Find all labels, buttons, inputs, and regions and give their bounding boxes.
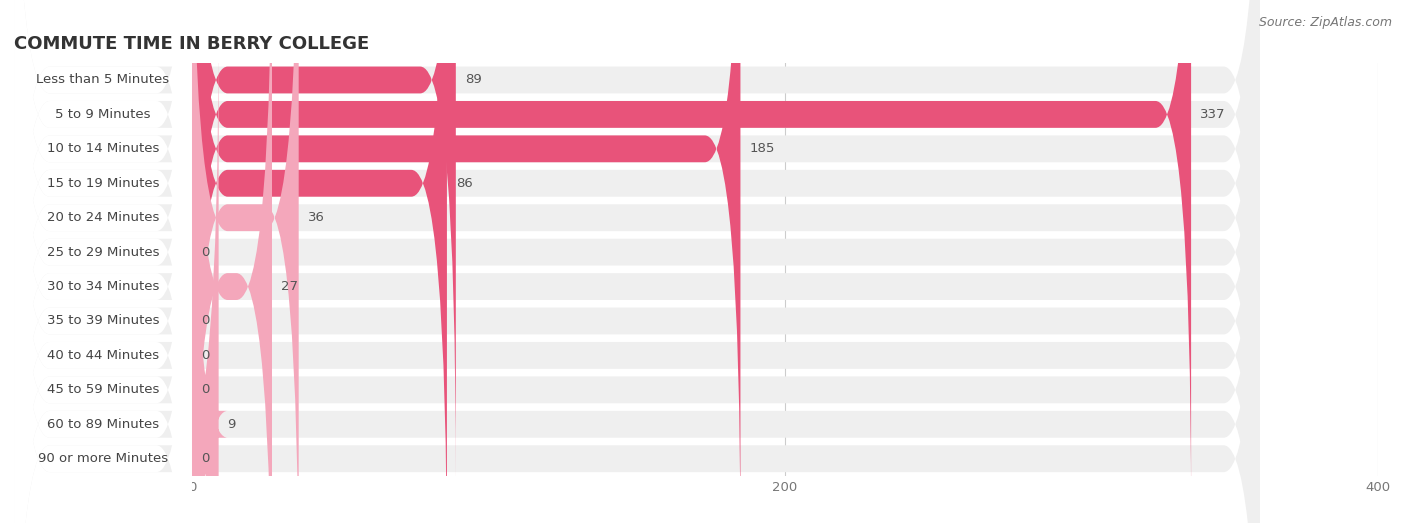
FancyBboxPatch shape xyxy=(14,0,193,523)
FancyBboxPatch shape xyxy=(193,0,741,523)
Text: 25 to 29 Minutes: 25 to 29 Minutes xyxy=(46,246,159,259)
Text: 0: 0 xyxy=(201,452,209,465)
FancyBboxPatch shape xyxy=(14,59,1260,523)
FancyBboxPatch shape xyxy=(14,0,1260,523)
Text: 10 to 14 Minutes: 10 to 14 Minutes xyxy=(46,142,159,155)
FancyBboxPatch shape xyxy=(14,0,1260,523)
FancyBboxPatch shape xyxy=(14,59,193,523)
FancyBboxPatch shape xyxy=(14,0,193,523)
Text: 30 to 34 Minutes: 30 to 34 Minutes xyxy=(46,280,159,293)
Text: 90 or more Minutes: 90 or more Minutes xyxy=(38,452,169,465)
Text: 89: 89 xyxy=(465,73,481,86)
FancyBboxPatch shape xyxy=(14,0,1260,523)
FancyBboxPatch shape xyxy=(14,0,193,523)
Text: 60 to 89 Minutes: 60 to 89 Minutes xyxy=(46,418,159,431)
Text: 0: 0 xyxy=(201,349,209,362)
Text: COMMUTE TIME IN BERRY COLLEGE: COMMUTE TIME IN BERRY COLLEGE xyxy=(14,35,370,53)
Text: 0: 0 xyxy=(201,246,209,259)
Text: 36: 36 xyxy=(308,211,325,224)
FancyBboxPatch shape xyxy=(14,25,193,523)
FancyBboxPatch shape xyxy=(14,25,1260,523)
FancyBboxPatch shape xyxy=(193,0,1191,514)
FancyBboxPatch shape xyxy=(14,0,193,523)
FancyBboxPatch shape xyxy=(193,0,298,523)
Text: Source: ZipAtlas.com: Source: ZipAtlas.com xyxy=(1258,16,1392,29)
FancyBboxPatch shape xyxy=(14,0,193,523)
FancyBboxPatch shape xyxy=(14,0,193,523)
Text: 15 to 19 Minutes: 15 to 19 Minutes xyxy=(46,177,159,190)
Text: 9: 9 xyxy=(228,418,236,431)
Text: 45 to 59 Minutes: 45 to 59 Minutes xyxy=(46,383,159,396)
FancyBboxPatch shape xyxy=(14,0,193,514)
FancyBboxPatch shape xyxy=(14,0,1260,523)
Text: 27: 27 xyxy=(281,280,298,293)
Text: 185: 185 xyxy=(749,142,775,155)
FancyBboxPatch shape xyxy=(14,0,1260,523)
FancyBboxPatch shape xyxy=(193,0,447,523)
Text: 86: 86 xyxy=(456,177,472,190)
Text: 35 to 39 Minutes: 35 to 39 Minutes xyxy=(46,314,159,327)
FancyBboxPatch shape xyxy=(193,0,271,523)
FancyBboxPatch shape xyxy=(14,0,193,523)
Text: Less than 5 Minutes: Less than 5 Minutes xyxy=(37,73,170,86)
FancyBboxPatch shape xyxy=(14,0,193,480)
FancyBboxPatch shape xyxy=(183,25,228,523)
Text: 40 to 44 Minutes: 40 to 44 Minutes xyxy=(46,349,159,362)
FancyBboxPatch shape xyxy=(193,0,456,480)
Text: 5 to 9 Minutes: 5 to 9 Minutes xyxy=(55,108,150,121)
FancyBboxPatch shape xyxy=(14,0,1260,514)
FancyBboxPatch shape xyxy=(14,0,1260,523)
FancyBboxPatch shape xyxy=(14,0,1260,523)
FancyBboxPatch shape xyxy=(14,0,1260,480)
Text: 0: 0 xyxy=(201,314,209,327)
FancyBboxPatch shape xyxy=(14,0,1260,523)
Text: 20 to 24 Minutes: 20 to 24 Minutes xyxy=(46,211,159,224)
FancyBboxPatch shape xyxy=(14,0,193,523)
Text: 337: 337 xyxy=(1199,108,1226,121)
Text: 0: 0 xyxy=(201,383,209,396)
